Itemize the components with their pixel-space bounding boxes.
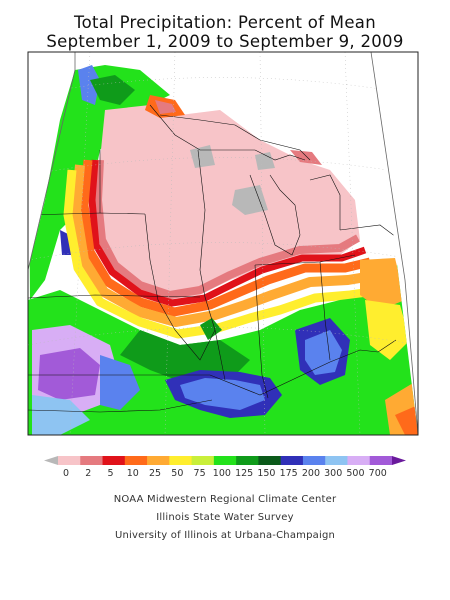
legend-tick-label: 75 bbox=[194, 468, 206, 479]
legend-tick-label: 125 bbox=[235, 468, 253, 479]
region-nw-blue bbox=[78, 65, 100, 105]
legend-swatch bbox=[236, 456, 259, 465]
legend-arrow-left bbox=[44, 456, 58, 465]
legend-tick-label: 5 bbox=[108, 468, 114, 479]
precipitation-contours bbox=[28, 52, 418, 435]
legend-swatch bbox=[191, 456, 215, 465]
state-boundaries bbox=[28, 104, 401, 413]
legend-tick-label: 300 bbox=[324, 468, 342, 479]
legend-tick-label: 150 bbox=[257, 468, 275, 479]
legend-tick-label: 200 bbox=[302, 468, 320, 479]
legend-tick-label: 50 bbox=[171, 468, 183, 479]
legend-swatch bbox=[80, 456, 104, 465]
legend-tick-label: 25 bbox=[149, 468, 161, 479]
legend-tick-label: 0 bbox=[63, 468, 69, 479]
region-west-purple bbox=[38, 348, 100, 400]
legend-tick-label: 700 bbox=[369, 468, 387, 479]
legend-tick-label: 175 bbox=[280, 468, 298, 479]
legend-swatch bbox=[302, 456, 326, 465]
legend-arrow-right bbox=[392, 456, 406, 465]
legend-swatch bbox=[124, 456, 148, 465]
region-gray-spot bbox=[255, 152, 275, 170]
map-subtitle-date-range: September 1, 2009 to September 9, 2009 bbox=[46, 32, 404, 51]
region-gray-spot bbox=[190, 145, 215, 168]
credit-isws: Illinois State Water Survey bbox=[156, 512, 294, 523]
legend-swatch bbox=[325, 456, 348, 465]
credit-uiuc: University of Illinois at Urbana-Champai… bbox=[114, 530, 336, 541]
credit-noaa: NOAA Midwestern Regional Climate Center bbox=[113, 494, 337, 505]
legend-tick-label: 2 bbox=[85, 468, 91, 479]
map-title: Total Precipitation: Percent of Mean bbox=[74, 13, 376, 32]
legend-swatch bbox=[369, 456, 393, 465]
legend-swatch bbox=[213, 456, 237, 465]
legend-swatch bbox=[58, 456, 81, 465]
region-gray-spot bbox=[232, 185, 268, 215]
legend-swatch bbox=[258, 456, 282, 465]
legend-swatch bbox=[102, 456, 126, 465]
legend-swatch bbox=[347, 456, 371, 465]
legend-swatch bbox=[147, 456, 170, 465]
legend-tick-label: 100 bbox=[213, 468, 231, 479]
legend-swatch bbox=[169, 456, 193, 465]
legend-tick-label: 500 bbox=[346, 468, 364, 479]
legend-swatch bbox=[280, 456, 304, 465]
legend-tick-label: 10 bbox=[127, 468, 139, 479]
